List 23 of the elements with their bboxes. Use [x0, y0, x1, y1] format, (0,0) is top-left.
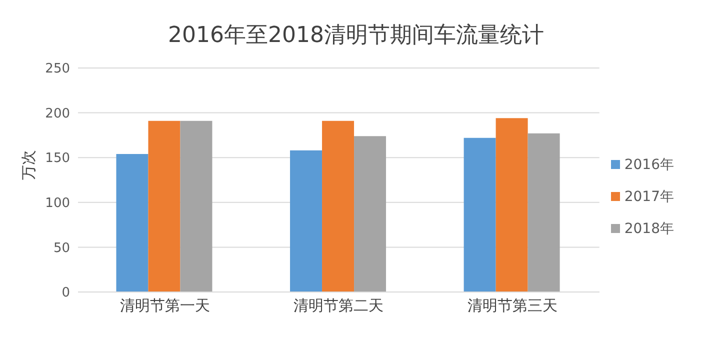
bar [496, 118, 528, 292]
bar [528, 133, 560, 292]
y-tick-label: 150 [45, 151, 70, 166]
legend-label: 2018年 [624, 220, 674, 236]
bar [290, 150, 322, 292]
y-tick-label: 100 [45, 196, 70, 212]
bar [464, 138, 496, 292]
legend-label: 2016年 [624, 156, 674, 172]
y-tick-label: 50 [53, 240, 70, 256]
bar [148, 120, 180, 292]
bar [354, 136, 386, 292]
y-tick-label: 200 [45, 106, 70, 122]
bar [116, 154, 148, 292]
legend-label: 2017年 [624, 188, 674, 204]
y-axis-title: 万次 [19, 150, 38, 180]
bar [180, 120, 212, 292]
y-tick-label: 250 [45, 62, 70, 77]
chart-title: 2016年至2018清明节期间车流量统计 [167, 22, 545, 50]
x-tick-label: 清明节第三天 [467, 296, 558, 315]
x-tick-label: 清明节第二天 [294, 296, 384, 315]
y-tick-label: 0 [62, 286, 70, 301]
x-tick-label: 清明节第一天 [120, 296, 210, 315]
bar [322, 120, 354, 292]
